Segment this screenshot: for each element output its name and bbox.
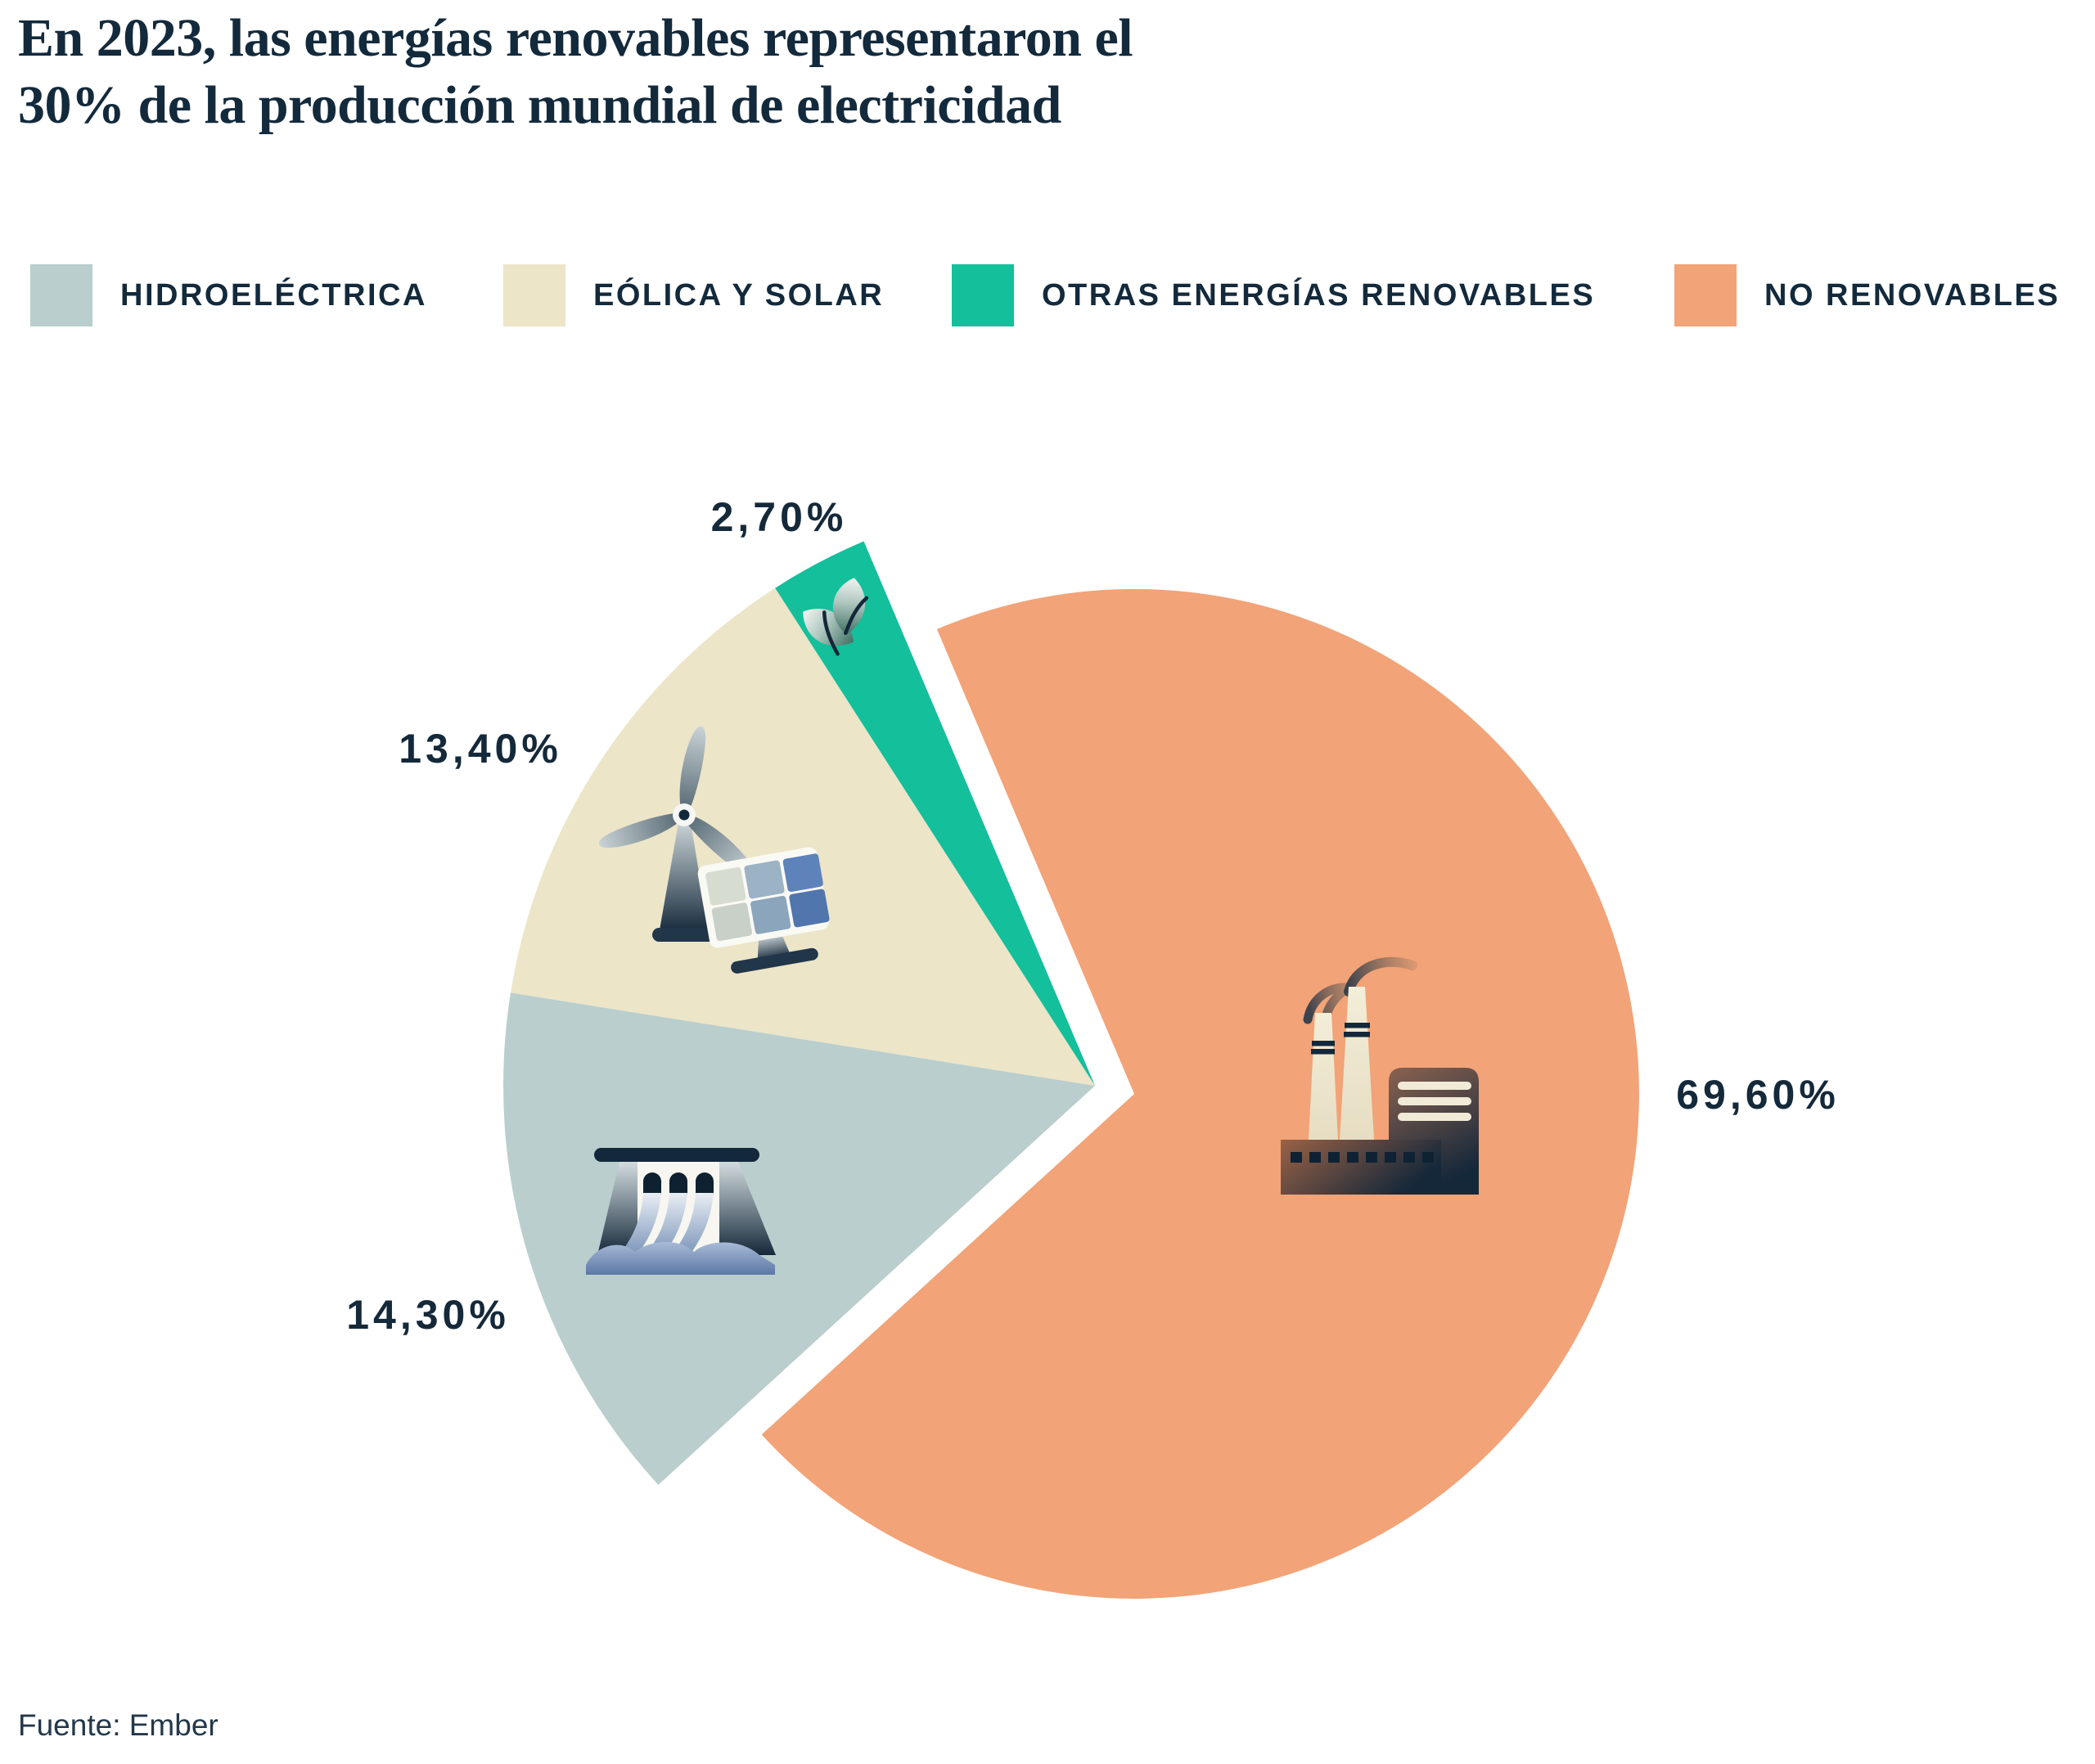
pie-label-eolica-y-solar: 13,40% <box>399 726 562 772</box>
page-title: En 2023, las energías renovables represe… <box>18 5 1133 139</box>
pie-slice-otras-renovables <box>775 541 1095 1086</box>
wind-turbine-icon <box>596 724 759 942</box>
legend-label-otras-renovables: OTRAS ENERGÍAS RENOVABLES <box>1042 277 1596 313</box>
pie-slice-no-renovables <box>761 588 1639 1599</box>
legend-item-hidroelectrica: HIDROELÉCTRICA <box>30 264 427 326</box>
page-title-line1: En 2023, las energías renovables represe… <box>18 8 1133 68</box>
pie-slices <box>503 541 1639 1599</box>
legend-swatch-hidroelectrica <box>30 264 92 326</box>
wind-solar-icon <box>596 724 830 974</box>
pie-slice-hidroelectrica <box>503 992 1095 1485</box>
factory-icon <box>1281 956 1479 1195</box>
legend-label-eolica-y-solar: EÓLICA Y SOLAR <box>593 277 885 313</box>
legend-swatch-eolica-y-solar <box>503 264 565 326</box>
source-note: Fuente: Ember <box>18 1708 219 1742</box>
legend-item-otras-renovables: OTRAS ENERGÍAS RENOVABLES <box>952 264 1595 326</box>
pie-slice-eolica-y-solar <box>511 587 1095 1086</box>
pie-label-no-renovables: 69,60% <box>1676 1072 1840 1118</box>
dam-icon <box>586 1148 776 1275</box>
legend-swatch-otras-renovables <box>952 264 1014 326</box>
legend-swatch-no-renovables <box>1674 264 1737 326</box>
pie-label-otras-renovables: 2,70% <box>710 494 848 540</box>
legend-label-hidroelectrica: HIDROELÉCTRICA <box>120 277 427 313</box>
page-title-line2: 30% de la producción mundial de electric… <box>18 74 1061 135</box>
solar-panel-icon <box>697 847 830 974</box>
leaf-icon <box>803 578 869 656</box>
legend-item-eolica-y-solar: EÓLICA Y SOLAR <box>503 264 884 326</box>
pie-label-hidroelectrica: 14,30% <box>346 1292 510 1338</box>
factory-windows <box>1291 1152 1434 1163</box>
legend-item-no-renovables: NO RENOVABLES <box>1674 264 2060 326</box>
legend-label-no-renovables: NO RENOVABLES <box>1764 277 2061 313</box>
